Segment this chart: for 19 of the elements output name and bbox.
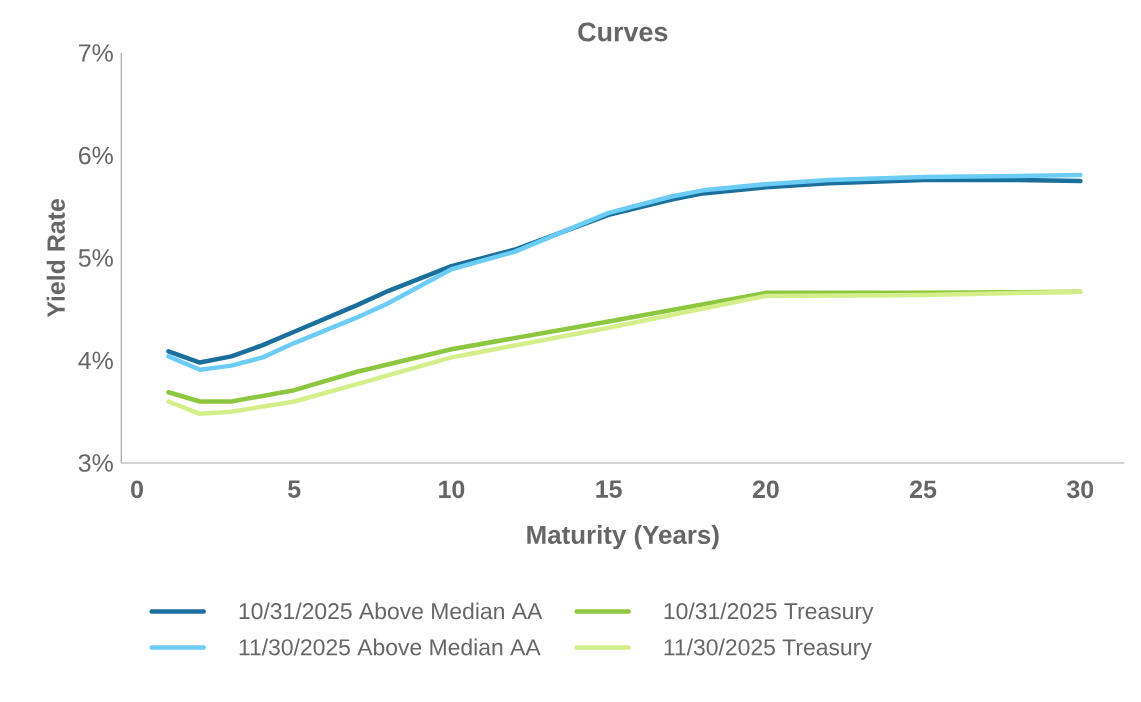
y-tick-label: 7%	[79, 44, 113, 62]
x-tick-label: 0	[131, 480, 143, 499]
x-axis-title: Maturity (Years)	[527, 525, 719, 550]
x-tick-label: 30	[1067, 480, 1094, 499]
legend-label: 11/30/2025 Above Median AA	[239, 638, 541, 656]
legend-label: 11/30/2025 Treasury	[664, 638, 872, 660]
x-tick-label: 25	[910, 480, 937, 499]
x-tick-label: 20	[752, 480, 779, 499]
chart-title: Curves	[578, 22, 668, 42]
y-axis-title: Yield Rate	[46, 199, 65, 318]
x-tick-label: 15	[596, 480, 622, 498]
y-tick-label: 5%	[78, 249, 113, 267]
legend-label: 10/31/2025 Treasury	[664, 602, 874, 624]
legend-label: 10/31/2025 Above Median AA	[239, 602, 543, 620]
x-tick-label: 5	[288, 480, 301, 498]
y-tick-label: 6%	[79, 146, 113, 165]
x-tick-label: 10	[439, 480, 465, 499]
y-tick-label: 4%	[78, 351, 113, 370]
y-tick-label: 3%	[78, 454, 113, 472]
